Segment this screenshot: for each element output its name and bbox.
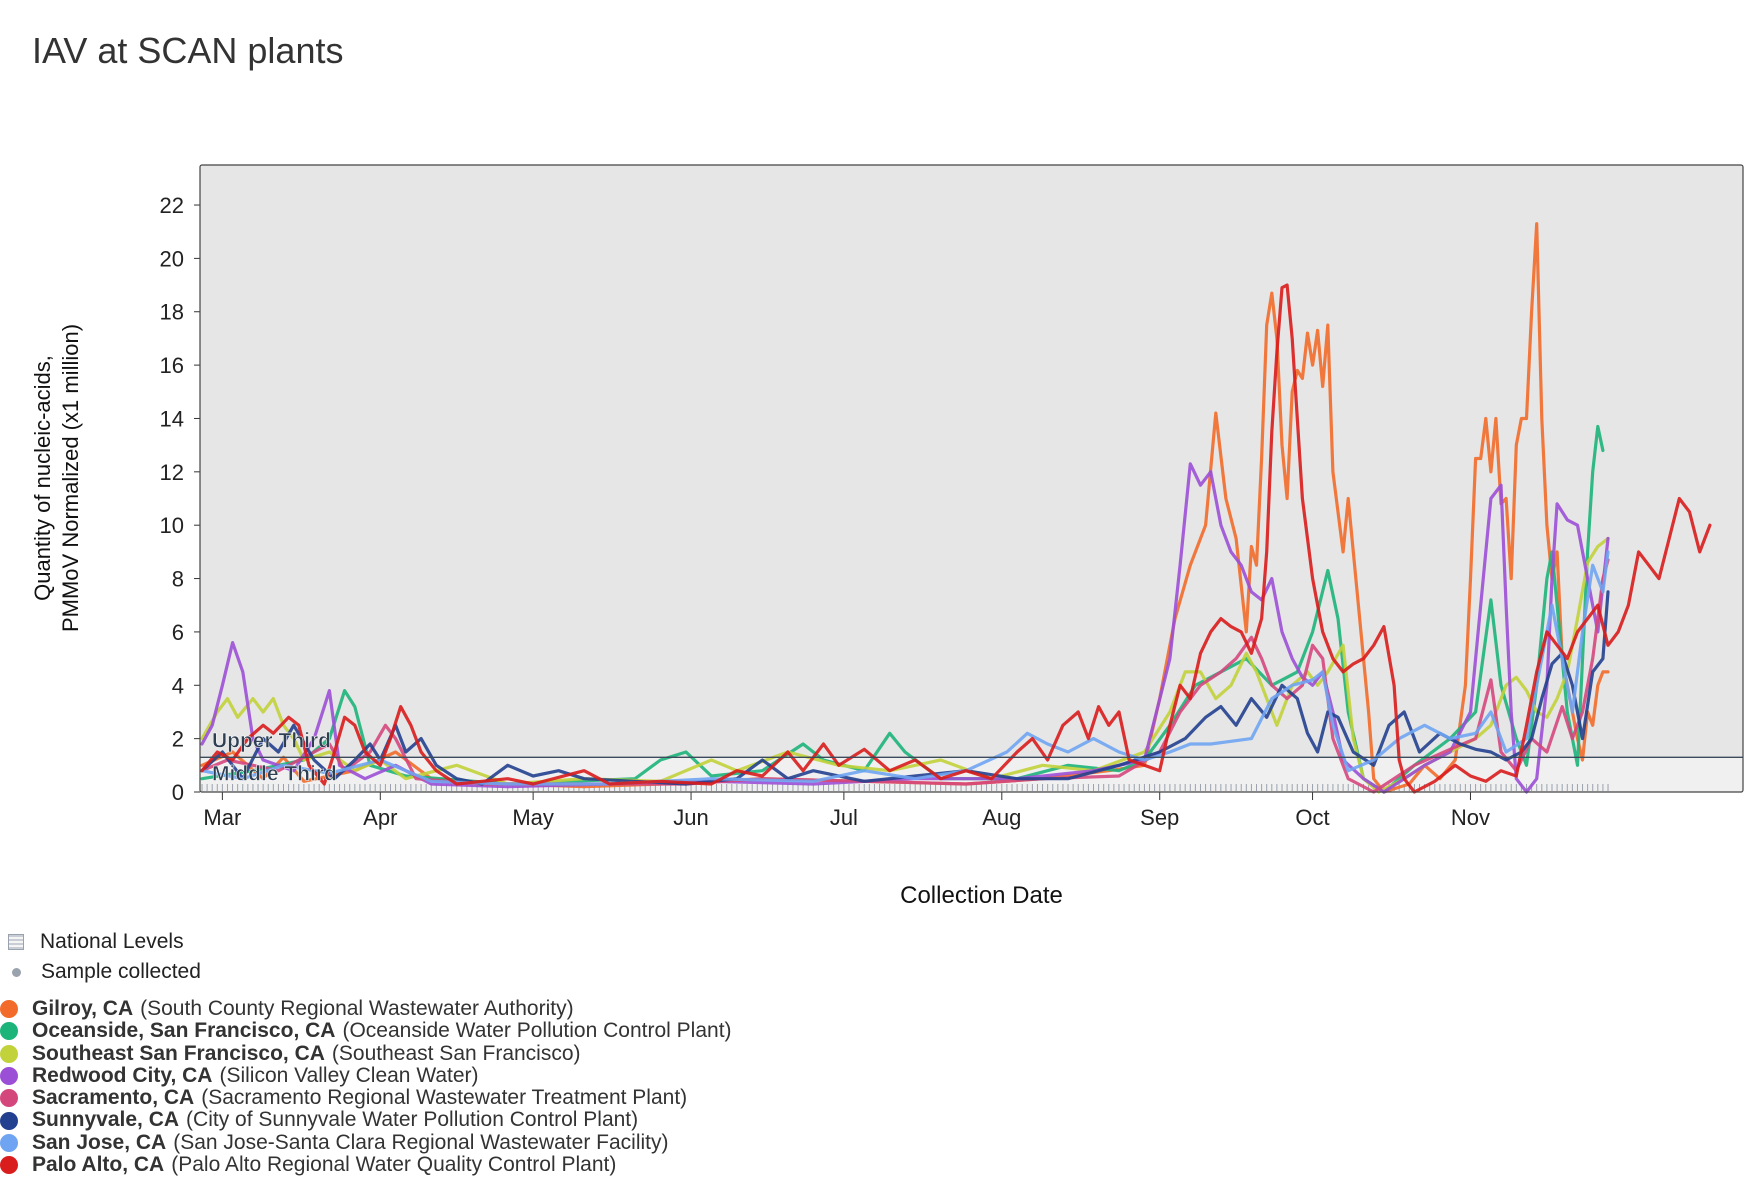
plant-name: Oceanside, San Francisco, CA <box>32 1019 336 1043</box>
plant-color-dot-icon <box>0 1022 18 1041</box>
plant-facility: (City of Sunnyvale Water Pollution Contr… <box>186 1108 639 1132</box>
y-tick-label: 0 <box>172 780 184 805</box>
x-tick-label: May <box>512 805 554 830</box>
upper-third-label: Upper Third <box>212 729 331 752</box>
plant-facility: (Southeast San Francisco) <box>331 1041 581 1065</box>
plot-area <box>200 165 1743 792</box>
plant-legend: Gilroy, CA (South County Regional Wastewa… <box>0 997 732 1177</box>
plant-name: Southeast San Francisco, CA <box>32 1041 325 1065</box>
plant-facility: (Silicon Valley Clean Water) <box>219 1063 479 1087</box>
x-axis: Mar Apr May Jun Jul Aug Sep Oct Nov <box>203 792 1490 830</box>
plant-color-dot-icon <box>0 1044 18 1063</box>
plant-legend-item[interactable]: Sacramento, CA (Sacramento Regional Waste… <box>0 1086 732 1110</box>
plant-color-dot-icon <box>0 1133 18 1152</box>
series-line[interactable] <box>200 550 1610 786</box>
plant-color-dot-icon <box>0 1089 18 1108</box>
plant-color-dot-icon <box>0 1111 18 1130</box>
plant-legend-item[interactable]: Gilroy, CA (South County Regional Wastewa… <box>0 997 732 1020</box>
sample-collected-ticks <box>201 784 1609 791</box>
x-tick-label: Oct <box>1295 805 1329 830</box>
y-tick-label: 10 <box>160 513 184 538</box>
plant-name: Sacramento, CA <box>32 1086 195 1110</box>
plant-facility: (South County Regional Wastewater Author… <box>140 997 574 1020</box>
x-tick-label: Aug <box>982 805 1021 830</box>
plant-name: San Jose, CA <box>32 1130 167 1154</box>
y-tick-label: 2 <box>172 727 184 752</box>
plant-legend-item[interactable]: San Jose, CA (San Jose-Santa Clara Region… <box>0 1130 732 1154</box>
x-tick-label: Apr <box>363 805 397 830</box>
y-tick-label: 14 <box>160 406 184 431</box>
plant-facility: (San Jose-Santa Clara Regional Wastewate… <box>173 1130 669 1154</box>
plant-legend-item[interactable]: Oceanside, San Francisco, CA (Oceanside W… <box>0 1019 732 1043</box>
y-tick-label: 12 <box>160 460 184 485</box>
plant-color-dot-icon <box>0 1156 18 1175</box>
y-tick-label: 8 <box>172 567 184 592</box>
y-axis: 0 2 4 6 8 10 12 14 16 18 20 22 <box>160 193 200 805</box>
y-tick-label: 20 <box>160 246 184 271</box>
x-axis-title: Collection Date <box>900 882 1063 909</box>
series-line[interactable] <box>200 536 1610 794</box>
y-tick-label: 4 <box>172 673 184 698</box>
y-tick-label: 22 <box>160 193 184 218</box>
plant-facility: (Oceanside Water Pollution Control Plant… <box>342 1019 732 1043</box>
x-tick-label: Sep <box>1140 805 1179 830</box>
plot-border <box>199 164 1744 793</box>
plant-legend-item[interactable]: Sunnyvale, CA (City of Sunnyvale Water Po… <box>0 1109 732 1131</box>
plant-legend-item[interactable]: Southeast San Francisco, CA (Southeast Sa… <box>0 1041 732 1065</box>
y-axis-title: Quantity of nucleic-acids, PMMoV Normaliz… <box>30 324 83 632</box>
series-line[interactable] <box>200 283 1712 794</box>
legend-sample-collected-label: Sample collected <box>41 960 201 983</box>
plant-name: Palo Alto, CA <box>32 1153 165 1177</box>
y-tick-label: 6 <box>172 620 184 645</box>
x-tick-label: Jul <box>830 805 858 830</box>
plant-color-dot-icon <box>0 1067 18 1086</box>
y-tick-label: 16 <box>160 353 184 378</box>
legend-national-levels-label: National Levels <box>40 930 184 953</box>
plant-facility: (Sacramento Regional Wastewater Treatmen… <box>201 1086 688 1110</box>
middle-third-label: Middle Third <box>212 762 337 785</box>
plant-name: Gilroy, CA <box>32 997 134 1020</box>
plant-name: Redwood City, CA <box>32 1063 213 1087</box>
x-tick-label: Nov <box>1451 805 1490 830</box>
plant-legend-item[interactable]: Palo Alto, CA (Palo Alto Regional Water Q… <box>0 1153 732 1177</box>
legend-national-levels[interactable]: National Levels <box>8 927 201 957</box>
plant-name: Sunnyvale, CA <box>32 1108 180 1132</box>
sample-dot-icon <box>12 967 21 977</box>
legend-sample-collected[interactable]: Sample collected <box>8 957 201 987</box>
plant-color-dot-icon <box>0 1000 18 1019</box>
series-line[interactable] <box>200 462 1610 794</box>
national-levels-icon <box>8 934 24 950</box>
series-layer <box>200 222 1712 794</box>
chart-title: IAV at SCAN plants <box>32 30 344 71</box>
plant-legend-item[interactable]: Redwood City, CA (Silicon Valley Clean Wa… <box>0 1063 732 1087</box>
y-tick-label: 18 <box>160 300 184 325</box>
x-tick-label: Mar <box>203 805 241 830</box>
plant-facility: (Palo Alto Regional Water Quality Contro… <box>171 1153 617 1177</box>
legend: National Levels Sample collected <box>8 927 201 987</box>
x-tick-label: Jun <box>673 805 708 830</box>
